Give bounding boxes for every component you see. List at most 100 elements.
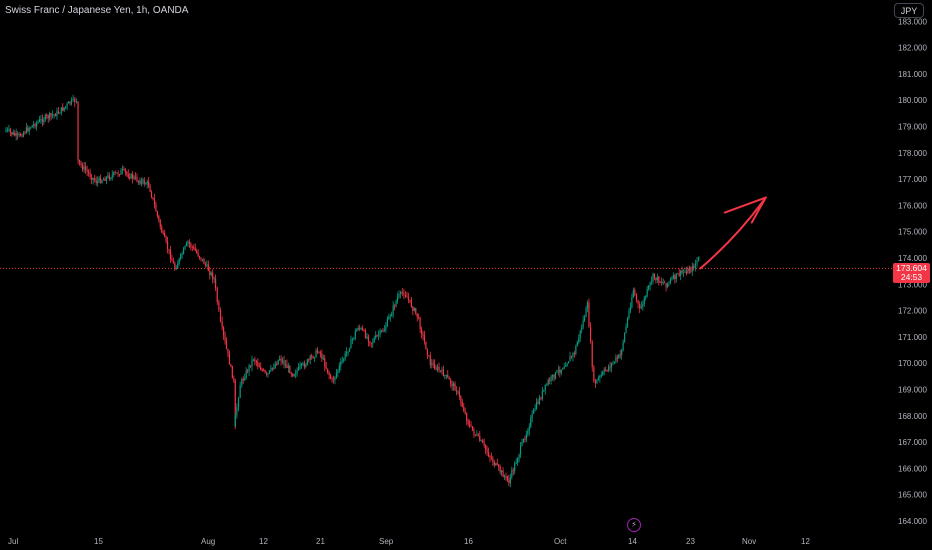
candle-body	[230, 364, 232, 366]
candle-body	[460, 396, 462, 403]
candle-body	[471, 426, 474, 431]
candle-body	[351, 339, 354, 340]
candle-body	[535, 402, 538, 409]
candle-body	[51, 114, 54, 116]
candle-body	[567, 361, 570, 364]
candle-body	[346, 351, 348, 354]
candle-body	[372, 341, 374, 344]
candle-body	[560, 369, 562, 373]
candle-body	[328, 372, 330, 376]
candle-body	[394, 305, 396, 307]
candle-body	[180, 254, 182, 259]
candle-body	[239, 385, 241, 399]
candle-body	[148, 181, 150, 186]
candle-body	[624, 332, 626, 342]
candle-body	[325, 366, 327, 369]
candle-body	[687, 268, 689, 274]
candle-body	[549, 380, 551, 381]
candle-body	[653, 273, 656, 278]
candle-body	[53, 114, 55, 116]
candle-body	[367, 336, 370, 342]
projection-arrow	[699, 196, 767, 270]
candle-body	[295, 373, 297, 375]
candle-body	[152, 197, 154, 199]
candle-body	[212, 272, 214, 280]
candle-body	[589, 327, 592, 342]
candle-body	[511, 470, 513, 478]
candle-body	[187, 241, 189, 243]
candle-body	[247, 370, 249, 372]
candle-body	[505, 476, 507, 477]
candle-body	[425, 341, 427, 350]
candle-body	[550, 376, 552, 381]
candle-body	[514, 463, 516, 472]
candle-body	[213, 278, 215, 280]
candle-body	[340, 361, 342, 366]
candle-body	[324, 358, 326, 367]
candle-body	[357, 327, 359, 330]
candle-body	[242, 379, 244, 380]
candle-body	[519, 445, 522, 455]
candle-body	[616, 357, 618, 359]
candle-body	[114, 172, 116, 174]
candle-body	[551, 374, 554, 377]
candle-body	[44, 115, 46, 121]
candle-body	[133, 176, 135, 179]
candle-body	[313, 357, 316, 359]
candle-body	[89, 173, 91, 177]
candle-body	[337, 370, 339, 373]
candle-body	[261, 369, 263, 371]
candle-body	[682, 271, 685, 273]
candle-body	[94, 178, 96, 181]
candle-body	[593, 367, 595, 382]
candle-body	[54, 114, 57, 117]
candle-body	[637, 300, 639, 305]
candle-body	[140, 180, 142, 184]
candle-body	[506, 476, 509, 480]
candle-body	[691, 266, 693, 272]
candle-body	[596, 379, 598, 384]
candle-body	[41, 118, 43, 123]
candle-body	[373, 338, 375, 342]
candle-body	[234, 379, 236, 427]
candle-body	[632, 290, 634, 298]
candle-body	[153, 198, 156, 205]
candle-body	[203, 259, 205, 265]
currency-button[interactable]: JPY	[894, 3, 924, 18]
candle-body	[379, 330, 381, 335]
candle-body	[34, 124, 36, 127]
candle-body	[142, 179, 144, 181]
candle-body	[672, 275, 674, 279]
candle-body	[605, 369, 607, 371]
x-tick-label: 21	[316, 537, 325, 546]
candle-body	[303, 363, 305, 367]
candle-body	[126, 172, 128, 174]
candle-body	[35, 122, 38, 127]
candle-body	[635, 294, 638, 301]
candle-body	[650, 281, 653, 283]
candle-body	[231, 365, 233, 379]
candle-body	[24, 132, 26, 134]
candle-body	[392, 305, 394, 314]
candle-body	[569, 356, 571, 362]
candle-body	[457, 391, 459, 393]
candle-body	[540, 397, 542, 399]
candle-body	[473, 430, 475, 435]
candle-body	[155, 204, 157, 212]
lightning-icon[interactable]: ⚡	[627, 518, 641, 532]
candle-body	[547, 380, 549, 385]
candle-body	[566, 363, 568, 367]
candle-body	[646, 289, 648, 297]
y-tick-label: 174.000	[898, 254, 927, 263]
candle-body	[599, 375, 601, 379]
candle-body	[74, 98, 76, 103]
candle-body	[622, 341, 624, 350]
candle-body	[124, 169, 126, 173]
candle-body	[625, 326, 627, 333]
candle-body	[327, 368, 329, 373]
candle-body	[559, 370, 561, 373]
candle-body	[422, 334, 424, 336]
candle-body	[248, 365, 250, 372]
candle-body	[8, 129, 10, 131]
